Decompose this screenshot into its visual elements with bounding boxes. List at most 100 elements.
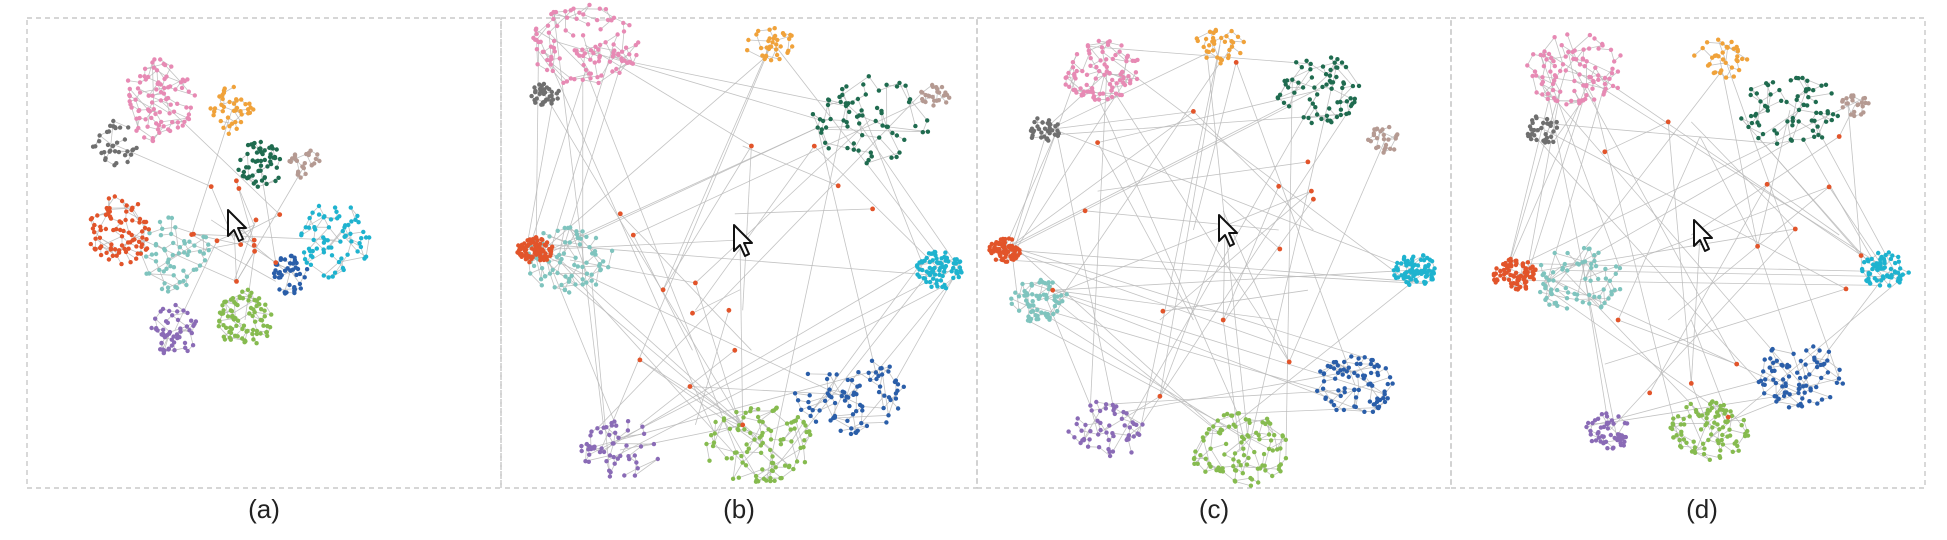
graph-node-red [522,253,527,258]
graph-node-purple [1097,408,1103,414]
graph-node-dark-green [890,130,895,136]
graph-edge [591,280,611,477]
graph-node-brown [1388,146,1393,151]
graph-node-purple [1098,427,1103,433]
graph-node-pink [581,62,586,68]
graph-node-orange [1235,34,1241,39]
graph-node-light-green [758,450,764,455]
graph-node-teal [1044,296,1049,302]
panel-c: (c) [976,17,1452,524]
graph-node-teal [1016,308,1022,313]
graph-node-purple [655,456,660,462]
graph-node-pink [1110,77,1115,83]
panel-d-frame [1450,17,1926,489]
graph-node-purple [1081,438,1087,443]
graph-node-dark-green [258,139,263,145]
graph-node-orange [1226,55,1231,61]
graph-node-red [525,255,530,261]
graph-node-pink [180,77,185,82]
graph-node-cyan [946,259,951,264]
graph-edge [1004,247,1338,366]
graph-node-teal [1039,310,1044,315]
graph-edge [1193,111,1314,231]
graph-node-purple [190,343,196,348]
graph-node-pink [614,66,619,72]
graph-node-light-green [746,446,751,451]
graph-node-focus [637,357,643,363]
graph-edge [1097,142,1194,321]
graph-node-pink [588,57,593,62]
graph-node-teal [162,281,167,286]
graph-node-dark-green [860,133,865,138]
graph-node-red [98,227,104,233]
graph-edge [529,273,543,286]
graph-node-light-green [221,334,226,339]
graph-node-pink [1107,39,1112,44]
graph-node-light-green [1206,427,1212,432]
graph-edge [582,79,599,84]
graph-node-light-green [1204,431,1210,436]
graph-node-gray [1030,133,1035,138]
graph-edge [734,208,873,215]
graph-node-pink [1086,48,1092,53]
graph-node-light-green [711,440,717,445]
graph-edge [1291,66,1303,80]
graph-edge [1112,58,1127,62]
graph-edge [548,261,615,422]
graph-node-purple [1075,416,1080,421]
graph-node-dark-green [1327,106,1332,111]
graph-node-cyan [1403,260,1409,265]
graph-edge [628,446,642,457]
graph-node-cyan [934,260,940,265]
graph-node-gray [542,89,547,94]
graph-node-teal [158,233,164,238]
graph-edge [1030,305,1341,397]
graph-node-pink [621,29,627,34]
graph-node-orange [1229,28,1234,34]
graph-node-light-green [220,303,225,308]
graph-node-blue [1390,381,1395,386]
graph-edge [814,145,941,271]
graph-node-pink [164,74,169,79]
graph-edge [1750,88,1766,107]
graph-edge [564,60,623,243]
graph-node-pink [597,42,603,48]
graph-node-light-green [216,324,221,329]
graph-node-pink [603,7,609,12]
graph-edge [706,443,710,461]
graph-node-pink [599,73,604,78]
graph-node-gray [1046,118,1052,123]
graph-node-pink [588,71,593,76]
graph-node-dark-green [1348,96,1353,101]
graph-node-teal [1059,293,1064,298]
graph-node-blue [859,421,864,426]
graph-node-dark-green [262,157,267,163]
graph-node-pink [1109,94,1115,100]
graph-node-teal [1013,290,1018,295]
graph-node-pink [168,102,173,107]
graph-node-purple [632,473,638,478]
graph-node-blue [829,395,834,400]
graph-edge [308,227,330,250]
graph-node-dark-green [258,158,264,164]
graph-node-red [97,235,103,240]
graph-node-teal [580,264,585,270]
graph-node-purple [1104,430,1109,435]
graph-node-orange [788,32,793,38]
graph-node-pink [607,59,613,64]
graph-node-brown [1383,142,1389,148]
graph-node-light-green [770,468,775,474]
graph-node-red [996,241,1002,247]
graph-edge [791,422,804,442]
graph-node-blue [298,286,303,291]
graph-edge [905,85,911,100]
graph-node-pink [1122,82,1128,88]
graph-node-dark-green [273,178,278,184]
graph-edge [168,86,195,96]
graph-node-orange [777,56,782,62]
graph-node-dark-green [861,82,866,87]
graph-node-pink [1063,82,1068,87]
graph-node-pink [552,49,557,54]
graph-node-light-green [240,326,245,332]
graph-node-dark-green [857,121,862,126]
